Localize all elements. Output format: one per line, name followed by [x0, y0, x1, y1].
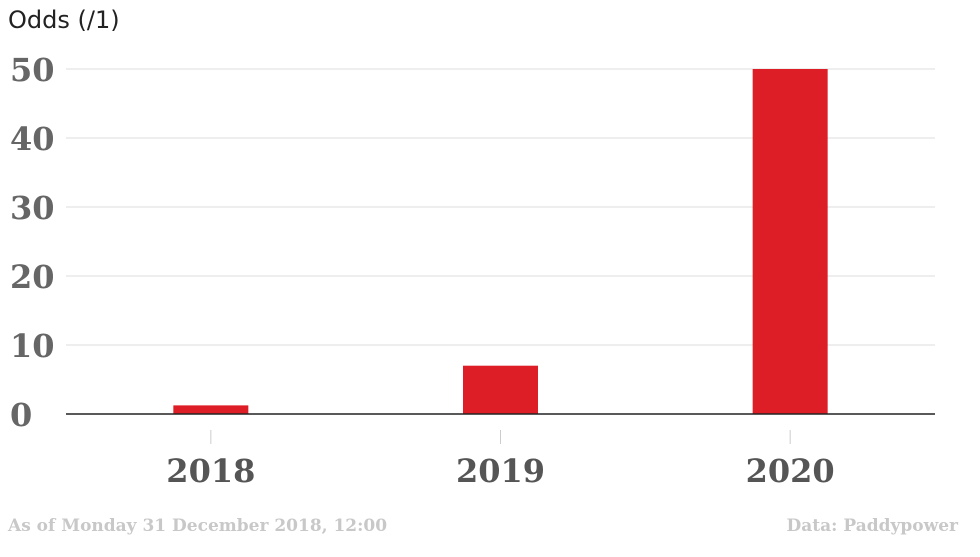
- bar-2018: [173, 405, 249, 414]
- y-axis-label: Odds (/1): [8, 6, 120, 34]
- x-tick-label: 2019: [456, 452, 545, 490]
- data-source: Data: Paddypower: [786, 516, 958, 536]
- bar-2019: [463, 365, 538, 414]
- y-tick-label: 40: [10, 120, 55, 158]
- y-tick-label: 20: [10, 258, 55, 296]
- y-tick-label: 50: [10, 51, 55, 89]
- bar-2020: [752, 69, 828, 414]
- x-tick-label: 2020: [746, 452, 835, 490]
- y-tick-label: 30: [10, 189, 55, 227]
- y-tick-label: 0: [10, 396, 32, 434]
- timestamp-note: As of Monday 31 December 2018, 12:00: [8, 516, 388, 536]
- y-tick-label: 10: [10, 327, 55, 365]
- x-tick-label: 2018: [166, 452, 255, 490]
